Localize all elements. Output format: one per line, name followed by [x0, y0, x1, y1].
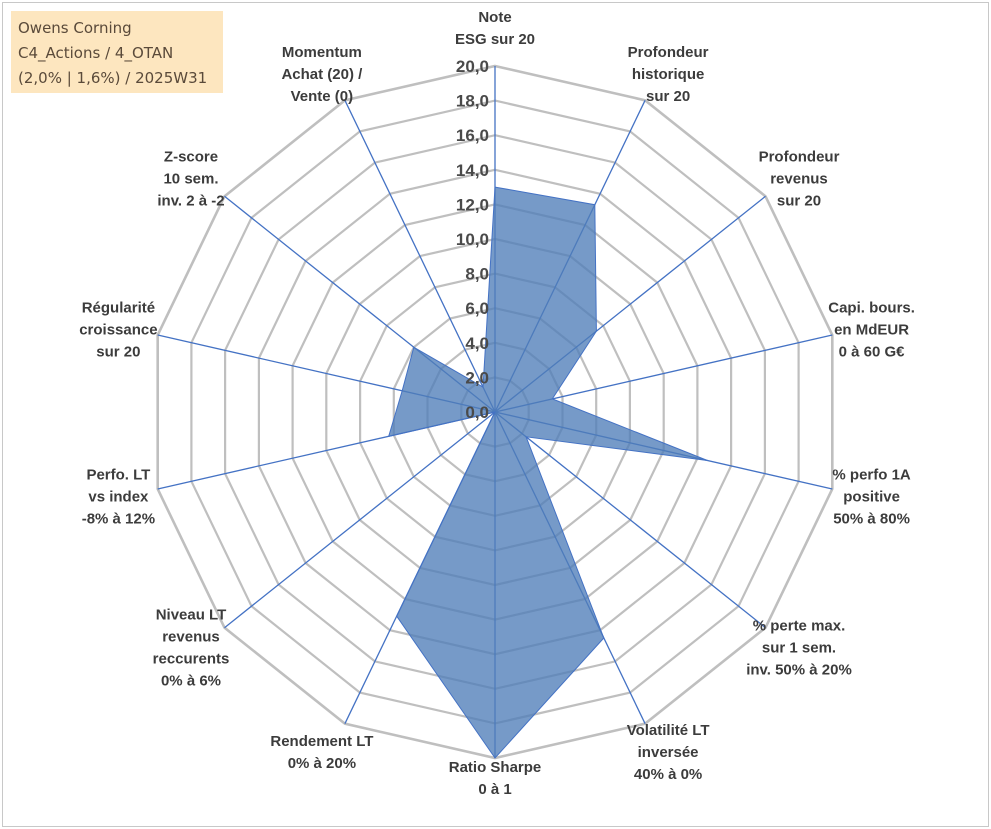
- axis-label-line: 0 à 1: [478, 781, 511, 798]
- axis-spoke-9: [224, 411, 496, 629]
- axis-label-line: Momentum: [282, 44, 362, 61]
- axis-label-7: Ratio Sharpe 0 à 1: [449, 759, 542, 798]
- axis-label-line: inv. 50% à 20%: [746, 661, 852, 678]
- tick-label: 4,0: [465, 334, 489, 353]
- axis-label-line: croissance: [79, 321, 157, 338]
- axis-spoke-13: [344, 100, 496, 413]
- axis-label-line: Note: [478, 9, 511, 26]
- axis-label-line: inversée: [638, 744, 699, 761]
- axis-label-9: Niveau LT revenus reccurents 0% à 6%: [153, 606, 230, 689]
- axis-label-line: Volatilité LT: [627, 722, 710, 739]
- axis-label-line: Z-score: [164, 149, 218, 166]
- axis-label-line: Capi. bours.: [828, 299, 915, 316]
- axis-label-line: Profondeur: [628, 44, 709, 61]
- tick-label: 18,0: [456, 92, 489, 111]
- tick-label: 16,0: [456, 126, 489, 145]
- tick-label: 8,0: [465, 265, 489, 284]
- series-area: [387, 186, 708, 759]
- axis-label-line: historique: [632, 66, 705, 83]
- axis-label-line: inv. 2 à -2: [157, 193, 224, 210]
- axis-label-line: Achat (20) /: [281, 66, 363, 83]
- info-company: Owens Corning: [18, 19, 132, 37]
- axis-label-line: 50% à 80%: [833, 511, 910, 528]
- axis-label-1: Profondeur historique sur 20: [628, 44, 709, 105]
- tick-label: 10,0: [456, 230, 489, 249]
- axis-label-line: sur 20: [96, 343, 140, 360]
- axis-label-3: Capi. bours. en MdEUR 0 à 60 G€: [828, 299, 915, 360]
- axis-label-8: Rendement LT 0% à 20%: [270, 733, 373, 772]
- tick-label: 14,0: [456, 161, 489, 180]
- tick-label: 12,0: [456, 195, 489, 214]
- axis-label-line: vs index: [88, 489, 149, 506]
- radar-axis-labels: Note ESG sur 20 Profondeur historique sur 20…: [79, 9, 915, 798]
- info-period: (2,0% | 1,6%) / 2025W31: [18, 69, 208, 87]
- axis-label-line: 40% à 0%: [634, 766, 702, 783]
- radar-tick-labels: 0,0 2,0 4,0 6,0 8,0 10,0 12,0 14,0 16,0 18,0 20,0: [456, 57, 489, 422]
- axis-label-line: 0% à 6%: [161, 672, 221, 689]
- axis-label-line: reccurents: [153, 650, 230, 667]
- axis-label-line: revenus: [162, 628, 220, 645]
- axis-label-4: % perfo 1A positive 50% à 80%: [832, 467, 911, 528]
- info-category: C4_Actions / 4_OTAN: [18, 44, 174, 62]
- axis-label-0: Note ESG sur 20: [455, 9, 535, 48]
- axis-label-12: Z-score 10 sem. inv. 2 à -2: [157, 149, 224, 210]
- axis-label-11: Régularité croissance sur 20: [79, 299, 157, 360]
- axis-label-13: Momentum Achat (20) / Vente (0): [281, 44, 363, 105]
- axis-label-6: Volatilité LT inversée 40% à 0%: [627, 722, 710, 783]
- axis-label-line: Régularité: [82, 299, 155, 316]
- axis-label-line: 0% à 20%: [288, 755, 356, 772]
- axis-label-line: Perfo. LT: [86, 467, 150, 484]
- axis-label-5: % perte max. sur 1 sem. inv. 50% à 20%: [746, 617, 852, 678]
- axis-spoke-5: [494, 411, 766, 629]
- axis-label-line: 10 sem.: [163, 171, 218, 188]
- axis-label-line: ESG sur 20: [455, 31, 535, 48]
- axis-label-line: % perfo 1A: [832, 467, 911, 484]
- tick-label: 0,0: [465, 403, 489, 422]
- radar-area: [387, 186, 708, 759]
- axis-label-line: -8% à 12%: [82, 511, 155, 528]
- axis-label-line: positive: [843, 489, 900, 506]
- axis-label-line: % perte max.: [753, 617, 846, 634]
- axis-label-10: Perfo. LT vs index -8% à 12%: [82, 467, 155, 528]
- axis-label-line: revenus: [770, 171, 828, 188]
- axis-label-line: en MdEUR: [834, 321, 909, 338]
- tick-label: 6,0: [465, 299, 489, 318]
- info-box: Owens Corning C4_Actions / 4_OTAN (2,0% …: [11, 11, 223, 93]
- axis-label-2: Profondeur revenus sur 20: [759, 149, 840, 210]
- axis-label-line: Ratio Sharpe: [449, 759, 542, 776]
- axis-label-line: 0 à 60 G€: [839, 343, 906, 360]
- axis-label-line: sur 1 sem.: [762, 639, 836, 656]
- axis-label-line: Profondeur: [759, 149, 840, 166]
- axis-label-line: sur 20: [777, 193, 821, 210]
- axis-label-line: Vente (0): [291, 88, 354, 105]
- tick-label: 20,0: [456, 57, 489, 76]
- axis-label-line: Niveau LT: [156, 606, 227, 623]
- tick-label: 2,0: [465, 368, 489, 387]
- axis-label-line: sur 20: [646, 88, 690, 105]
- axis-label-line: Rendement LT: [270, 733, 373, 750]
